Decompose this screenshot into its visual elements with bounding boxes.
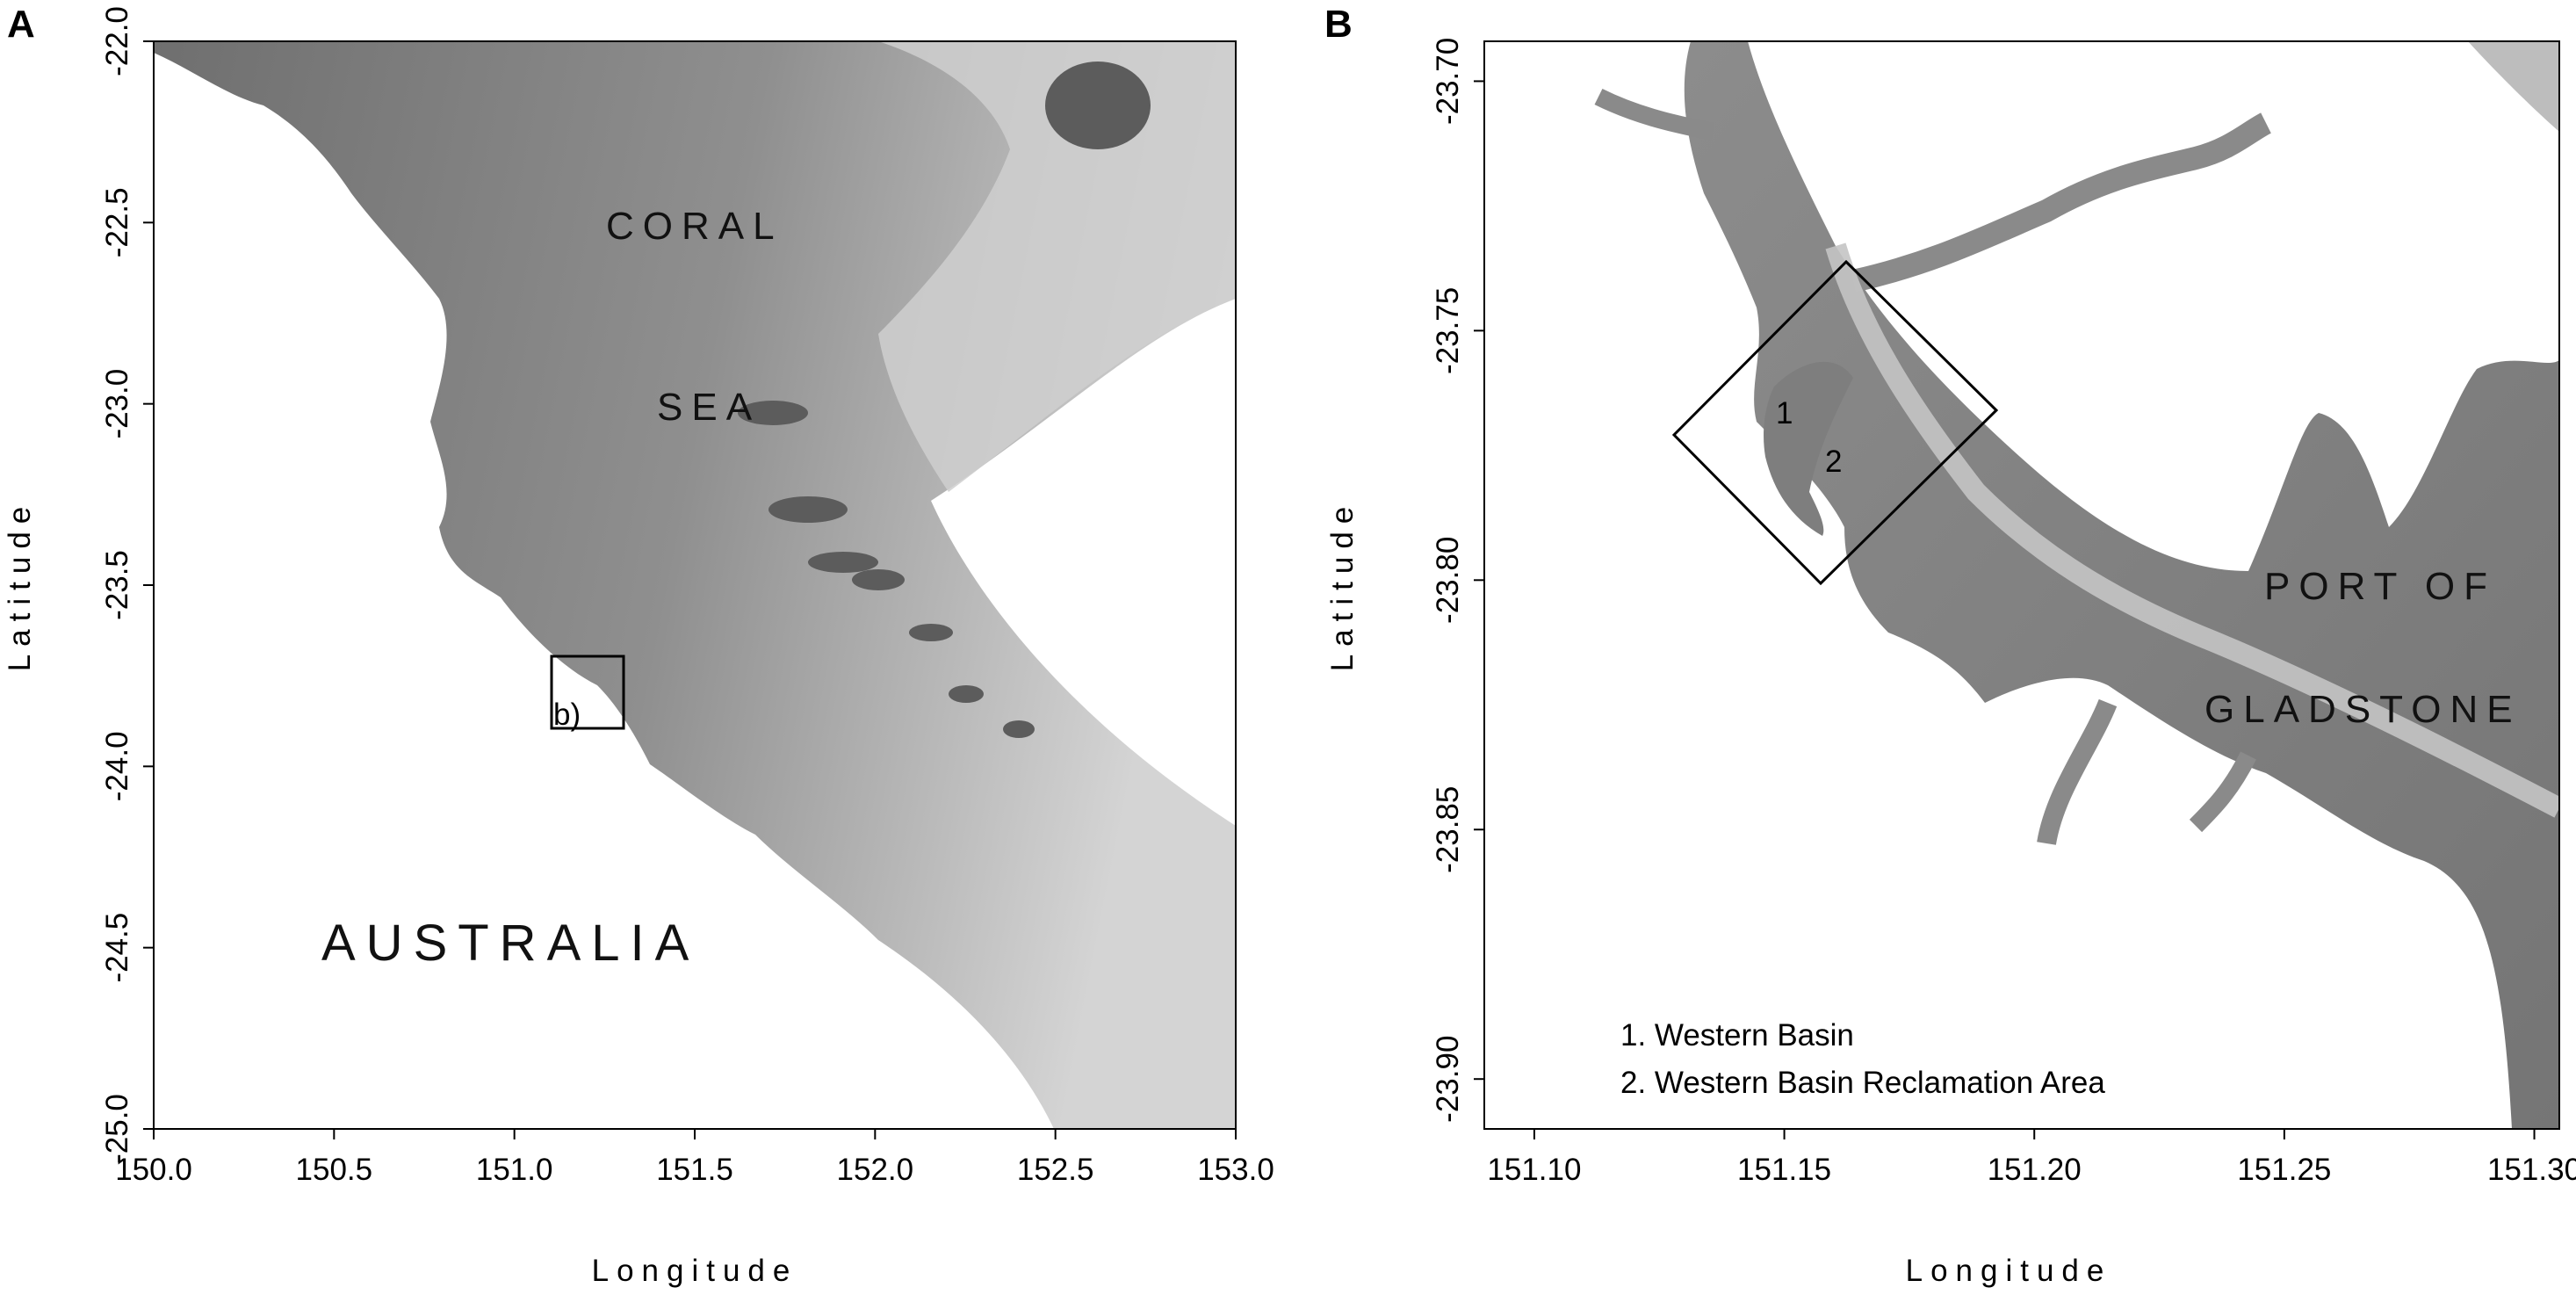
creek-west	[1594, 89, 1714, 141]
y-tick-label: -23.5	[100, 550, 134, 620]
legend-item-2: 2. Western Basin Reclamation Area	[1620, 1066, 2105, 1100]
x-tick-label: 151.5	[656, 1153, 733, 1187]
y-tick-label: -23.90	[1431, 1036, 1465, 1123]
reef-patches	[738, 61, 1151, 738]
place-label-sea: SEA	[657, 386, 761, 429]
x-tick-label: 152.0	[837, 1153, 914, 1187]
y-tick-label: -22.5	[100, 187, 134, 257]
x-tick-label: 153.0	[1197, 1153, 1274, 1187]
place-label-australia: AUSTRALIA	[321, 915, 699, 972]
creek-south-2	[2189, 751, 2256, 833]
panel-b: B 1 2 PORT OF GLADSTONE 1. Western Basin…	[1324, 3, 2576, 1288]
inset-label: b)	[553, 698, 581, 732]
ne-shelf	[2468, 41, 2559, 132]
y-tick-label: -23.70	[1431, 38, 1465, 125]
area-marker-2: 2	[1825, 445, 1842, 479]
panel-a-ylabel: Latitude	[3, 499, 37, 672]
creek-south	[2037, 698, 2118, 846]
y-tick-label: -25.0	[100, 1094, 134, 1164]
place-label-port-of: PORT OF	[2264, 565, 2496, 608]
x-tick-label: 151.15	[1737, 1153, 1831, 1187]
western-basin-water	[1764, 361, 1853, 536]
panel-b-xlabel: Longitude	[1906, 1254, 2112, 1288]
y-tick-label: -22.0	[100, 6, 134, 76]
panel-b-map	[1484, 41, 2559, 1129]
y-tick-label: -23.75	[1431, 287, 1465, 374]
panel-a: A b) CORAL SEA AUSTRALIA	[3, 3, 1274, 1288]
panel-a-letter: A	[7, 3, 35, 46]
y-tick-label: -24.5	[100, 913, 134, 983]
place-label-coral: CORAL	[606, 205, 783, 248]
legend-item-1: 1. Western Basin	[1620, 1018, 1854, 1052]
x-tick-label: 150.0	[115, 1153, 192, 1187]
place-label-gladstone: GLADSTONE	[2204, 688, 2522, 731]
y-tick-label: -24.0	[100, 731, 134, 801]
x-tick-label: 151.25	[2237, 1153, 2331, 1187]
x-tick-label: 150.5	[296, 1153, 373, 1187]
x-tick-label: 151.20	[1988, 1153, 2082, 1187]
panel-a-xlabel: Longitude	[592, 1254, 798, 1288]
panel-a-map	[154, 41, 1236, 1129]
x-tick-label: 152.5	[1017, 1153, 1094, 1187]
area-marker-1: 1	[1776, 396, 1793, 430]
offshore-shelf	[878, 41, 1236, 492]
y-tick-label: -23.0	[100, 369, 134, 439]
panel-b-frame	[1483, 40, 2560, 1130]
panel-a-axes: 150.0 150.5 151.0 151.5 152.0 152.5 153.0 -22.0…	[100, 6, 1274, 1187]
shipping-channel	[1825, 242, 2559, 818]
panel-b-ylabel: Latitude	[1325, 499, 1360, 672]
y-tick-label: -23.85	[1431, 786, 1465, 873]
panel-b-letter: B	[1324, 3, 1353, 46]
y-tick-label: -23.80	[1431, 537, 1465, 624]
reclamation-diamond	[1671, 259, 1999, 586]
x-tick-label: 151.30	[2487, 1153, 2576, 1187]
creek-north	[1851, 112, 2272, 293]
panel-b-axes: 151.10 151.15 151.20 151.25 151.30 -23.70 -23.…	[1431, 38, 2576, 1187]
x-tick-label: 151.0	[476, 1153, 553, 1187]
inset-box-b	[550, 655, 625, 730]
x-tick-label: 151.10	[1487, 1153, 1581, 1187]
harbour-water	[1684, 41, 2559, 1129]
